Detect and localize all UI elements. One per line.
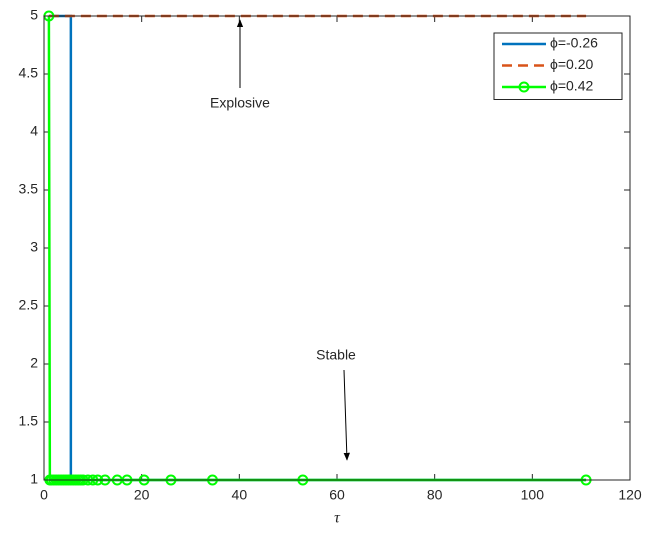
- x-tick-label: 40: [232, 487, 248, 503]
- x-tick-label: 100: [521, 487, 545, 503]
- y-tick-label: 3: [30, 239, 38, 255]
- annotation: Explosive: [210, 95, 270, 111]
- y-tick-label: 2.5: [19, 297, 39, 313]
- y-tick-label: 5: [30, 7, 38, 23]
- x-tick-label: 80: [427, 487, 443, 503]
- y-tick-label: 3.5: [19, 181, 39, 197]
- y-tick-label: 1: [30, 471, 38, 487]
- annotation: Stable: [316, 347, 356, 363]
- x-tick-label: 20: [134, 487, 150, 503]
- y-tick-label: 4: [30, 123, 38, 139]
- x-tick-label: 60: [329, 487, 345, 503]
- legend-label: ϕ=-0.26: [550, 35, 598, 51]
- plot-frame: [43, 15, 631, 481]
- legend-label: ϕ=0.42: [550, 78, 593, 94]
- x-tick-label: 120: [618, 487, 642, 503]
- legend: ϕ=-0.26 ϕ=0.20 ϕ=0.42: [493, 32, 623, 100]
- y-tick-label: 4.5: [19, 65, 39, 81]
- x-tick-label: 0: [40, 487, 48, 503]
- x-axis-label: τ: [334, 510, 341, 527]
- y-tick-label: 2: [30, 355, 38, 371]
- annotation-arrow: [343, 369, 350, 461]
- legend-marker: [518, 81, 530, 93]
- y-tick-label: 1.5: [19, 413, 39, 429]
- legend-label: ϕ=0.20: [550, 56, 593, 72]
